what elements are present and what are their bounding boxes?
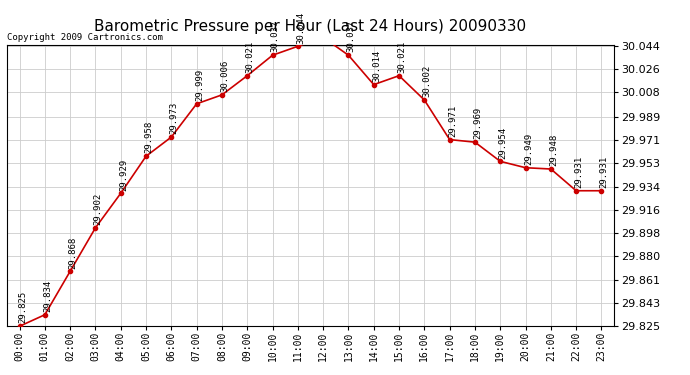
Text: 29.971: 29.971 [448, 105, 457, 137]
Text: 30.037: 30.037 [347, 20, 356, 53]
Text: 29.931: 29.931 [575, 156, 584, 188]
Text: 29.868: 29.868 [68, 236, 77, 268]
Text: 29.929: 29.929 [119, 158, 128, 190]
Text: 30.021: 30.021 [246, 40, 255, 73]
Text: 29.969: 29.969 [473, 107, 482, 140]
Text: 30.051: 30.051 [0, 374, 1, 375]
Text: 29.834: 29.834 [43, 280, 52, 312]
Text: 29.973: 29.973 [170, 102, 179, 134]
Text: 30.044: 30.044 [296, 11, 305, 44]
Text: 29.949: 29.949 [524, 133, 533, 165]
Text: Copyright 2009 Cartronics.com: Copyright 2009 Cartronics.com [7, 33, 163, 42]
Text: 29.958: 29.958 [144, 121, 153, 153]
Text: 30.037: 30.037 [271, 20, 280, 53]
Text: 30.002: 30.002 [423, 65, 432, 97]
Text: 29.825: 29.825 [18, 291, 27, 324]
Text: 30.014: 30.014 [372, 50, 381, 82]
Text: 29.999: 29.999 [195, 69, 204, 101]
Text: 30.021: 30.021 [397, 40, 406, 73]
Text: 29.954: 29.954 [499, 126, 508, 159]
Text: 29.902: 29.902 [94, 193, 103, 225]
Text: 30.006: 30.006 [220, 60, 229, 92]
Text: Barometric Pressure per Hour (Last 24 Hours) 20090330: Barometric Pressure per Hour (Last 24 Ho… [95, 19, 526, 34]
Text: 29.948: 29.948 [549, 134, 558, 166]
Text: 29.931: 29.931 [600, 156, 609, 188]
